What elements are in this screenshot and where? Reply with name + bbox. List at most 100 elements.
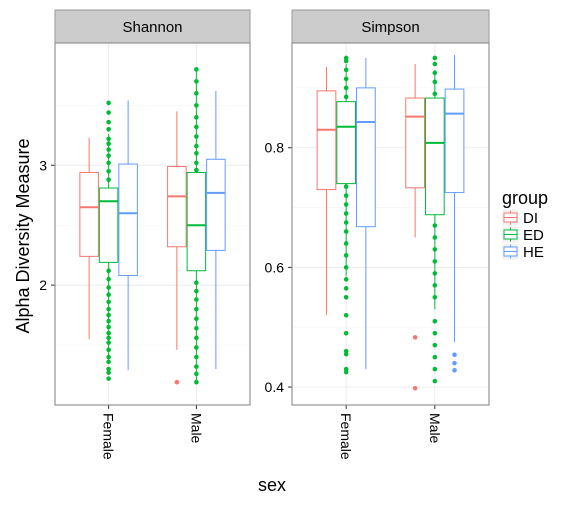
outlier-point	[194, 143, 199, 149]
outlier-point	[106, 119, 111, 125]
outlier-point	[106, 110, 111, 115]
box-iqr	[118, 163, 138, 277]
outlier-point	[174, 379, 180, 385]
outlier-point	[106, 100, 111, 106]
outlier-point	[343, 241, 349, 246]
facet-title: Simpson	[361, 19, 419, 36]
x-tick-label: Male	[188, 413, 204, 444]
outlier-point	[194, 316, 199, 321]
outlier-point	[106, 141, 111, 146]
box-male-ed	[186, 66, 207, 385]
outlier-point	[432, 330, 438, 336]
outlier-point	[194, 364, 199, 369]
outlier-point	[343, 366, 349, 372]
outlier-point	[106, 127, 111, 132]
box-iqr	[79, 171, 99, 257]
outlier-point	[432, 283, 438, 288]
outlier-point	[343, 211, 349, 216]
legend-item-di: DI	[501, 208, 538, 227]
outlier-point	[343, 193, 349, 198]
outlier-point	[106, 306, 111, 312]
outlier-point	[106, 376, 111, 381]
outlier-point	[452, 352, 457, 358]
outlier-point	[194, 167, 199, 173]
legend-label: HE	[523, 244, 544, 261]
outlier-point	[343, 55, 349, 61]
outlier-point	[343, 265, 349, 270]
facet-strip	[291, 9, 490, 44]
box-iqr	[167, 165, 187, 248]
legend-label: ED	[523, 227, 544, 244]
outlier-point	[432, 55, 438, 61]
outlier-point	[432, 223, 438, 228]
outlier-point	[194, 335, 199, 341]
x-tick-label: Female	[101, 413, 117, 460]
outlier-point	[432, 235, 438, 240]
box-iqr	[356, 87, 376, 228]
outlier-point	[194, 134, 199, 139]
outlier-point	[194, 345, 199, 350]
y-tick-label: 2	[39, 277, 47, 293]
outlier-point	[106, 136, 111, 142]
outlier-point	[194, 280, 199, 286]
outlier-point	[194, 79, 199, 84]
x-tick-label: Male	[427, 413, 443, 444]
outlier-point	[432, 366, 438, 372]
outlier-point	[194, 103, 199, 108]
box-female-he	[356, 57, 376, 370]
outlier-point	[343, 202, 349, 207]
outlier-point	[432, 294, 438, 300]
box-male-di	[405, 63, 425, 391]
outlier-point	[106, 299, 111, 305]
outlier-point	[194, 67, 199, 72]
box-iqr	[186, 171, 207, 272]
outlier-point	[452, 367, 457, 373]
plot-border	[291, 42, 490, 406]
outlier-point	[194, 160, 199, 166]
outlier-point	[343, 184, 349, 189]
outlier-point	[106, 354, 111, 360]
outlier-point	[343, 330, 349, 336]
outlier-point	[343, 220, 349, 225]
outlier-point	[432, 378, 438, 384]
box-female-he	[118, 100, 138, 371]
outlier-point	[432, 259, 438, 264]
legend-title: group	[502, 188, 548, 208]
outlier-point	[106, 268, 111, 274]
outlier-point	[412, 335, 418, 340]
box-female-ed	[336, 55, 357, 375]
outlier-point	[106, 168, 111, 174]
outlier-point	[343, 229, 349, 234]
box-iqr	[336, 101, 357, 185]
outlier-point	[432, 70, 438, 76]
facet-strip	[54, 9, 251, 44]
outlier-point	[432, 91, 438, 97]
outlier-point	[194, 306, 199, 312]
outlier-point	[343, 277, 349, 282]
y-tick-label: 0.6	[265, 259, 285, 275]
outlier-point	[106, 292, 111, 298]
outlier-point	[343, 348, 349, 354]
outlier-point	[194, 288, 199, 294]
outlier-point	[194, 297, 199, 302]
box-iqr	[405, 97, 425, 189]
outlier-point	[194, 354, 199, 360]
outlier-point	[106, 359, 111, 365]
outlier-point	[106, 330, 111, 336]
outlier-point	[106, 160, 111, 166]
facet-title: Shannon	[122, 19, 182, 36]
outlier-point	[106, 153, 111, 158]
outlier-point	[432, 247, 438, 252]
outlier-point	[412, 385, 418, 391]
outlier-point	[194, 115, 199, 120]
y-axis-label: Alpha Diversity Measure	[13, 138, 33, 333]
outlier-point	[194, 379, 199, 385]
legend-item-ed: ED	[501, 225, 544, 244]
outlier-point	[106, 324, 111, 330]
outlier-point	[106, 335, 111, 341]
outlier-point	[432, 61, 438, 67]
box-female-ed	[98, 100, 119, 381]
